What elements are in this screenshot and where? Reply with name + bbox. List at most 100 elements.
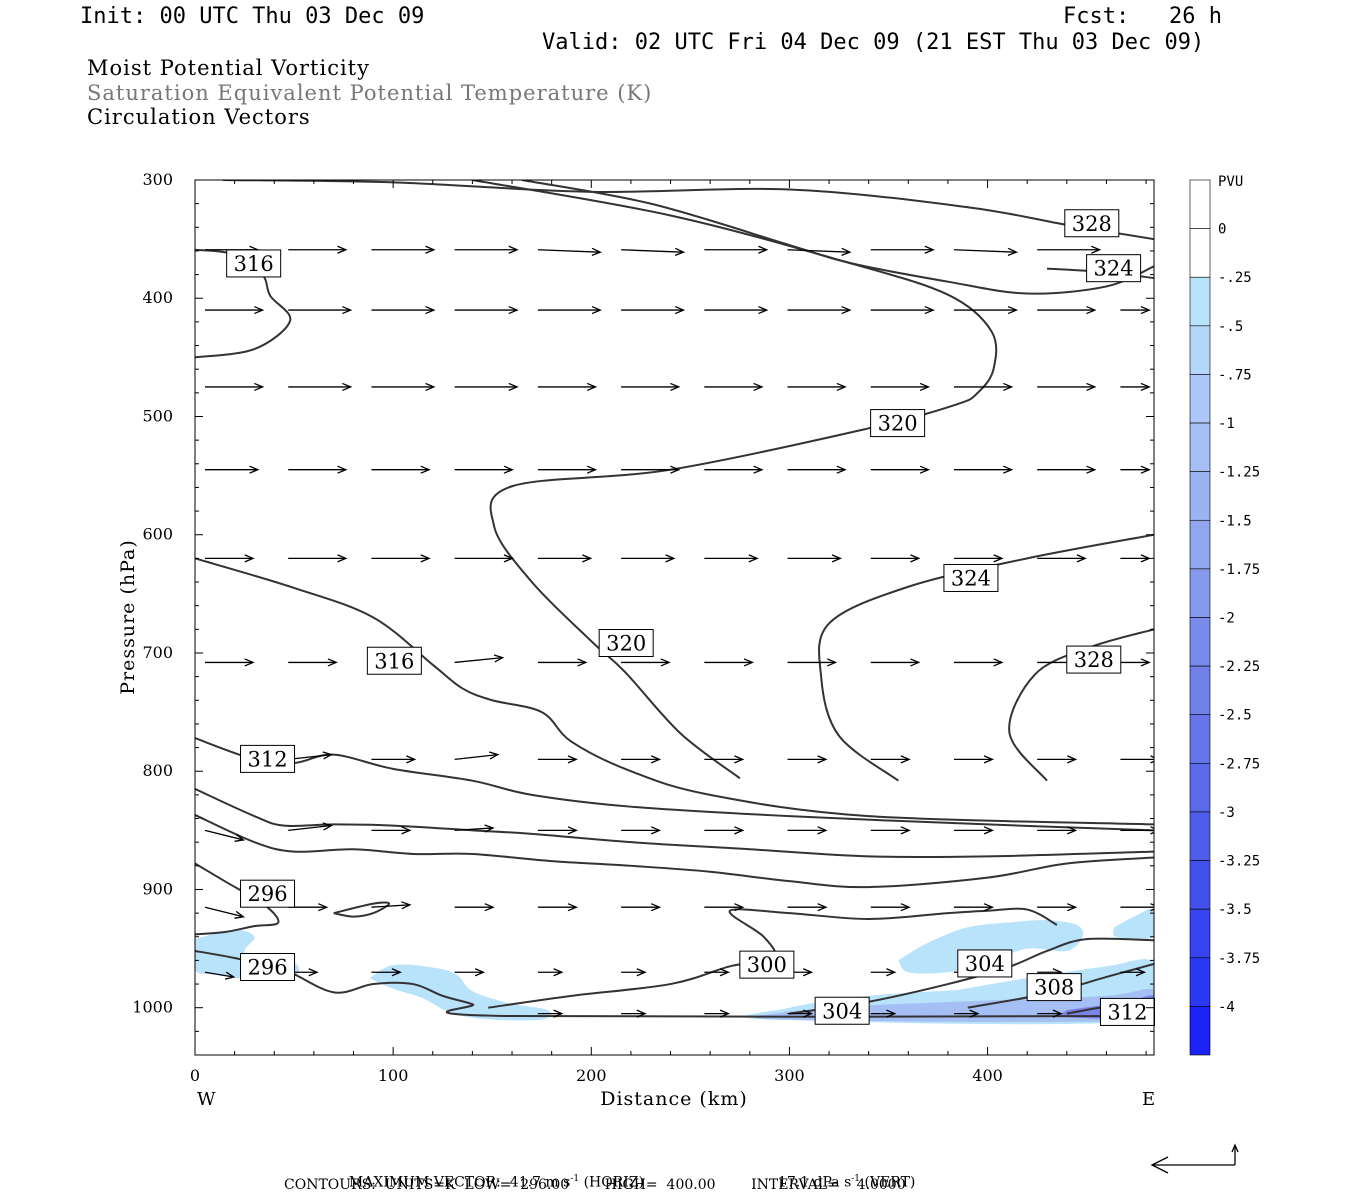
- circulation-vectors: [204, 245, 1154, 1018]
- vector-arrow: [537, 305, 602, 315]
- contour-line: [195, 737, 1154, 832]
- vector-arrow: [1037, 826, 1078, 835]
- vector-arrow: [537, 382, 598, 392]
- colorbar-swatch: [1189, 908, 1211, 959]
- svg-text:312: 312: [1107, 1000, 1147, 1024]
- colorbar-label: -3.5: [1218, 902, 1252, 918]
- y-axis-label: Pressure (hPa): [117, 539, 139, 695]
- vector-arrow: [205, 465, 260, 474]
- vector-arrow: [787, 465, 847, 474]
- contour-label: 304: [814, 996, 870, 1025]
- y-tick-label: 900: [142, 879, 173, 898]
- svg-text:328: 328: [1072, 212, 1112, 236]
- colorbar-label: -4: [1218, 999, 1235, 1015]
- vector-arrow: [953, 305, 1019, 315]
- contour-label: 324: [1086, 254, 1142, 283]
- y-tick-label: 300: [142, 170, 173, 189]
- svg-text:324: 324: [1094, 257, 1134, 281]
- vector-arrow: [454, 824, 495, 833]
- svg-text:308: 308: [1034, 976, 1074, 1000]
- vector-arrow: [371, 245, 436, 254]
- vector-arrow: [787, 554, 843, 563]
- vector-arrow: [621, 465, 681, 474]
- vector-arrow: [621, 305, 686, 315]
- contour-line: [472, 180, 998, 780]
- pv-region: [898, 920, 1084, 974]
- vector-arrow: [454, 903, 495, 912]
- vector-arrow: [1037, 305, 1097, 315]
- vector-arrow: [454, 465, 514, 474]
- colorbar-swatch: [1189, 179, 1211, 229]
- vector-arrow: [1037, 1009, 1063, 1018]
- vector-arrow: [870, 826, 911, 835]
- vector-arrow: [953, 554, 1004, 563]
- vector-arrow: [454, 554, 514, 563]
- reference-vector-icon: [1150, 1143, 1239, 1174]
- svg-text:300: 300: [747, 953, 787, 977]
- vector-arrow: [1037, 755, 1078, 764]
- title-mpv: Moist Potential Vorticity: [87, 56, 370, 80]
- svg-text:320: 320: [606, 632, 646, 656]
- vector-arrow: [953, 826, 995, 835]
- colorbar-label: -2.5: [1218, 708, 1252, 724]
- vector-arrow: [870, 968, 897, 977]
- vector-arrow: [870, 755, 911, 764]
- vector-arrow: [1120, 465, 1151, 474]
- colorbar-swatch: [1189, 665, 1211, 716]
- vector-arrow: [870, 465, 931, 474]
- vector-arrow: [704, 245, 769, 254]
- title-vectors: Circulation Vectors: [87, 105, 311, 129]
- svg-text:296: 296: [247, 956, 287, 980]
- x-tick-label: 100: [378, 1066, 409, 1085]
- max-vector-vert-value: 17.1 dPa s: [777, 1174, 852, 1191]
- contour-line: [195, 788, 1154, 859]
- vector-arrow: [1120, 826, 1154, 835]
- vector-arrow: [205, 658, 255, 667]
- x-tick-label: 400: [972, 1066, 1003, 1085]
- horiz-tag: (HORIZ): [583, 1174, 644, 1191]
- contour-label: 296: [240, 953, 296, 981]
- vector-arrow: [621, 826, 662, 835]
- y-tick-label: 400: [142, 288, 173, 307]
- pv-shading: [195, 908, 1154, 1025]
- contour-label: 308: [1026, 973, 1082, 1002]
- contour-line: [195, 814, 1154, 889]
- y-tick-label: 800: [142, 761, 173, 780]
- init-time: Init: 00 UTC Thu 03 Dec 09: [80, 4, 425, 29]
- vector-arrow: [205, 305, 265, 315]
- max-vector-horiz: 41.7 m s: [509, 1174, 571, 1191]
- contour-label: 304: [957, 949, 1013, 978]
- vector-arrow: [704, 305, 769, 315]
- vector-arrow: [1120, 968, 1147, 977]
- horiz-exponent: -1: [570, 1174, 580, 1184]
- vector-arrow: [787, 1009, 814, 1018]
- colorbar-swatch: [1189, 325, 1211, 375]
- contour-line: [333, 901, 391, 918]
- vector-arrow: [621, 1009, 647, 1018]
- pv-region: [1112, 908, 1154, 940]
- x-tick-label: 0: [190, 1066, 200, 1085]
- contour-line: [818, 533, 1154, 782]
- vector-arrow: [870, 554, 921, 563]
- vector-arrow: [621, 903, 662, 912]
- vector-arrow: [1120, 755, 1154, 764]
- y-tick-label: 600: [142, 525, 173, 544]
- y-tick-label: 1000: [132, 998, 173, 1017]
- vector-arrow: [953, 903, 995, 912]
- colorbar-swatch: [1189, 957, 1211, 1007]
- vector-arrow: [787, 755, 828, 764]
- vector-arrow: [204, 971, 236, 980]
- contour-line: [1008, 628, 1154, 782]
- vector-arrow: [621, 658, 671, 667]
- colorbar-swatch: [1189, 471, 1211, 521]
- vector-arrow: [371, 826, 412, 835]
- vector-arrow: [288, 658, 338, 667]
- vector-arrow: [704, 903, 745, 912]
- contour-label: 320: [598, 629, 654, 658]
- vector-arrow: [787, 903, 828, 912]
- contour-label: 300: [739, 950, 795, 979]
- vector-arrow: [621, 382, 681, 392]
- colorbar-swatch: [1189, 1006, 1211, 1056]
- y-tick-label: 500: [142, 406, 173, 425]
